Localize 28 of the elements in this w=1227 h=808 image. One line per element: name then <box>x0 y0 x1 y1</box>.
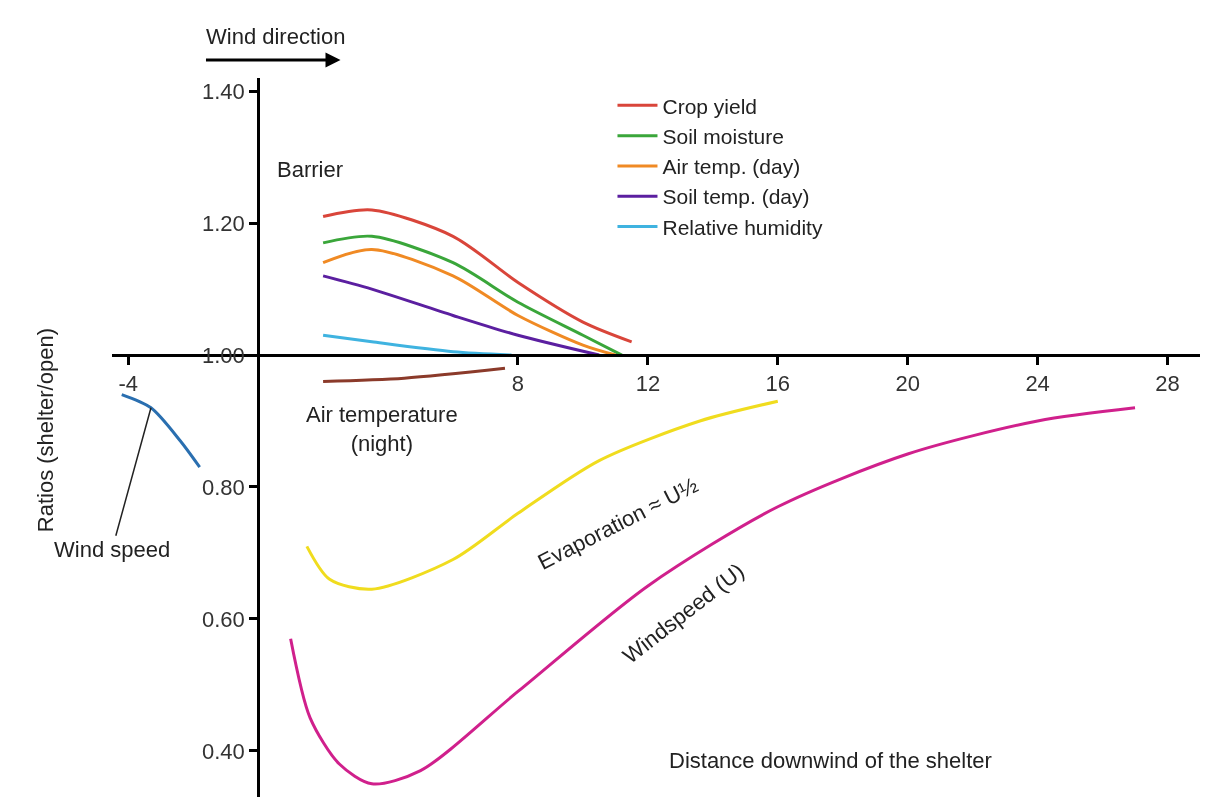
legend-label: Relative humidity <box>662 215 823 239</box>
line-series <box>120 393 202 469</box>
line-series <box>289 406 1137 786</box>
annotation: Wind speed <box>54 537 171 562</box>
annotation: Air temperature (night) <box>306 402 458 456</box>
x-tick-label: 12 <box>635 371 661 397</box>
y-tick-label: 0.40 <box>201 738 245 764</box>
y-axis-title: Ratios (shelter/open) <box>32 327 58 533</box>
x-tick-label: 28 <box>1155 371 1180 397</box>
x-tick-label: -4 <box>118 371 139 397</box>
x-tick-label: 20 <box>895 371 920 397</box>
y-tick-label: 0.80 <box>201 474 245 500</box>
legend-label: Soil moisture <box>662 124 784 148</box>
legend-label: Crop yield <box>662 94 758 118</box>
annotation: Barrier <box>277 157 344 182</box>
line-series <box>321 274 601 357</box>
x-tick-label: 24 <box>1025 371 1050 397</box>
x-tick-label: 16 <box>765 371 791 397</box>
x-axis-title: Distance downwind of the shelter <box>669 748 992 773</box>
legend-label: Soil temp. (day) <box>662 185 810 209</box>
line-series <box>321 208 634 344</box>
y-tick-label: 0.60 <box>201 606 245 632</box>
y-tick-label: 1.40 <box>201 78 245 104</box>
legend-label: Air temp. (day) <box>662 155 801 179</box>
line-series <box>321 333 513 357</box>
y-tick-label: 1.20 <box>201 210 245 236</box>
x-tick-label: 8 <box>511 371 525 397</box>
text: Wind direction <box>206 24 346 49</box>
